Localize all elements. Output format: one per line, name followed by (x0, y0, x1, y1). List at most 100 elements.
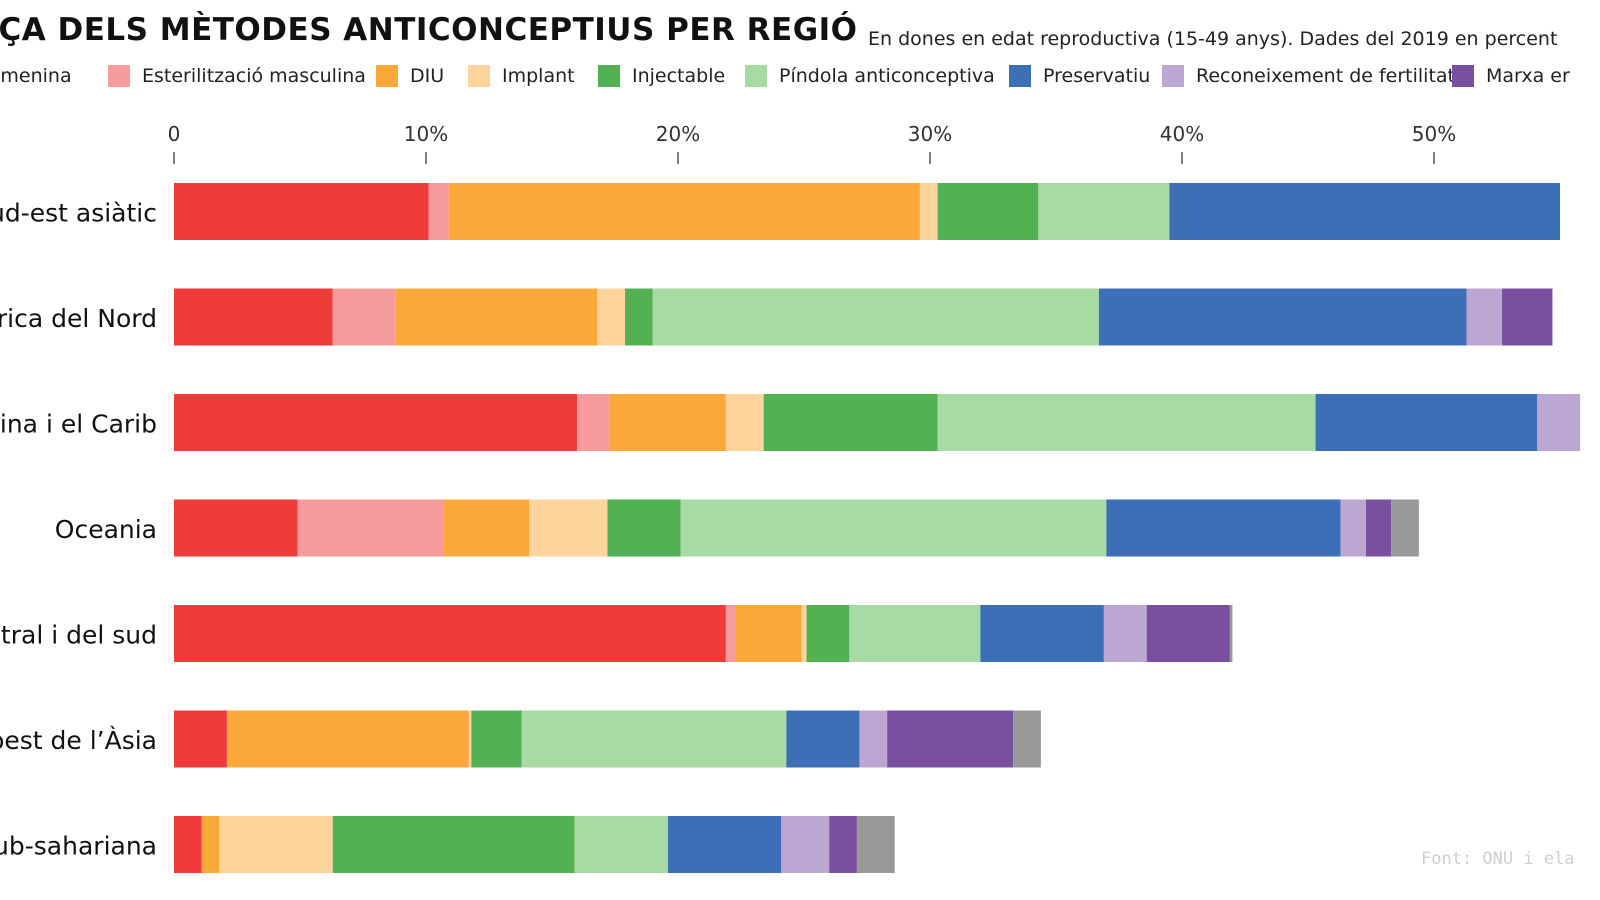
bar-segment (625, 288, 653, 346)
legend-item: femenina (0, 62, 72, 90)
bar-segment (859, 710, 888, 768)
x-tick-label: 30% (908, 122, 952, 146)
bar-segment (174, 499, 298, 557)
bar-segment (725, 394, 764, 451)
bar-segment (1169, 183, 1560, 240)
bar-segment (937, 183, 1039, 240)
bar-segment (1103, 605, 1147, 662)
x-tick-label: 10% (404, 122, 448, 146)
bar-segment (174, 183, 429, 240)
x-tick-label: 20% (656, 122, 700, 146)
bar-segment (226, 710, 469, 768)
bar-segment (443, 499, 530, 557)
legend-label: Esterilització masculina (142, 65, 366, 87)
bar-segment (521, 710, 787, 768)
chart-subtitle: En dones en edat reproductiva (15-49 any… (868, 28, 1558, 50)
legend-label: Marxa er (1486, 65, 1570, 87)
bar-segment (849, 605, 981, 662)
x-tick-label: 0 (168, 122, 181, 146)
bar-segment (574, 816, 668, 873)
bar-segment (332, 288, 396, 346)
category-label: i Sud-est asiàtic (0, 199, 157, 228)
bar-segment (529, 499, 608, 557)
bar-segment (597, 288, 626, 346)
legend-label: Preservatiu (1043, 65, 1151, 87)
bar-segment (829, 816, 857, 873)
bar-segment (174, 394, 578, 451)
bar-segment (786, 710, 860, 768)
legend-item: DIU (376, 62, 444, 90)
category-label: latina i el Carib (0, 410, 157, 439)
legend-item: Reconeixement de fertilitat (1162, 62, 1455, 90)
bar-segment (1365, 499, 1392, 557)
category-label: central i del sud (0, 621, 157, 650)
bar-segment (201, 816, 220, 873)
bar-segment (174, 710, 227, 768)
bar-segment (806, 605, 850, 662)
bar-segment (1229, 605, 1233, 662)
category-label: l i oest de l’Àsia (0, 726, 157, 755)
legend-item: Injectable (598, 62, 725, 90)
bar-segment (219, 816, 333, 873)
legend-label: Implant (502, 65, 575, 87)
legend-swatch (376, 65, 398, 87)
bar-segment (577, 394, 610, 451)
bar-segment (609, 394, 726, 451)
bar-segment (725, 605, 736, 662)
legend-item: Implant (468, 62, 575, 90)
legend-swatch (745, 65, 767, 87)
bar-segment (395, 288, 598, 346)
bar-segment (1466, 288, 1503, 346)
bar-segment (332, 816, 575, 873)
bar-segment (735, 605, 802, 662)
bar-segment (856, 816, 895, 873)
legend-label: femenina (0, 65, 72, 87)
bar-segment (297, 499, 444, 557)
bar-segment (980, 605, 1104, 662)
legend-label: Injectable (632, 65, 726, 87)
category-label: Oceania (55, 515, 157, 544)
legend-item: Marxa er (1452, 62, 1570, 90)
bar-segment (1537, 394, 1581, 451)
bar-segment (1391, 499, 1419, 557)
bar-segment (174, 288, 333, 346)
legend-swatch (468, 65, 490, 87)
bar-segment (1038, 183, 1170, 240)
legend-swatch (598, 65, 620, 87)
bar-segment (680, 499, 1107, 557)
legend-item: Esterilització masculina (108, 62, 366, 90)
category-label: mèrica del Nord (0, 304, 157, 333)
legend-label: Reconeixement de fertilitat (1196, 65, 1456, 87)
x-tick-label: 40% (1160, 122, 1204, 146)
bar-segment (607, 499, 681, 557)
category-label: a sub-sahariana (0, 832, 157, 861)
bar-segment (174, 605, 726, 662)
bar-segment (781, 816, 830, 873)
source-note: Font: ONU i ela (1421, 849, 1575, 869)
bar-segment (763, 394, 938, 451)
bar-segment (1098, 288, 1467, 346)
legend-item: Preservatiu (1009, 62, 1150, 90)
bar-segment (1502, 288, 1553, 346)
bar-segment (667, 816, 782, 873)
legend-swatch (1009, 65, 1031, 87)
legend-swatch (1452, 65, 1474, 87)
x-tick-label: 50% (1412, 122, 1456, 146)
bar-segment (448, 183, 920, 240)
legend-swatch (108, 65, 130, 87)
legend-swatch (1162, 65, 1184, 87)
bar-segment (937, 394, 1316, 451)
legend-label: DIU (410, 65, 445, 87)
bar-segment (1340, 499, 1366, 557)
bar-segment (887, 710, 1014, 768)
bar-segment (1013, 710, 1041, 768)
bar-segment (801, 605, 807, 662)
legend-label: Píndola anticonceptiva (779, 65, 995, 87)
legend-item: Píndola anticonceptiva (745, 62, 995, 90)
bar-segment (1315, 394, 1538, 451)
bar-segment (1106, 499, 1341, 557)
legend: femenina Esterilització masculina DIU Impla… (0, 62, 1600, 90)
bar-segment (471, 710, 522, 768)
bar-segment (428, 183, 449, 240)
